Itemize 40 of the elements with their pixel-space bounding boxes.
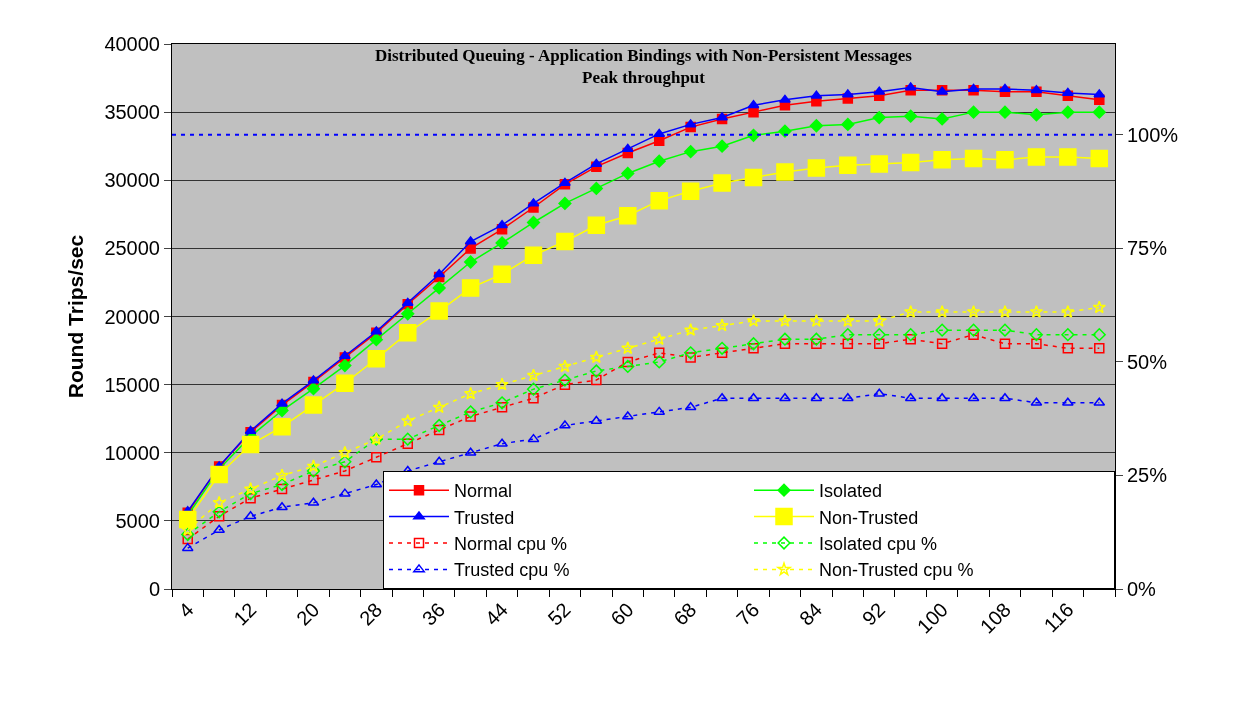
y2-tick-label: 25% bbox=[1127, 464, 1168, 487]
y-tick-label: 10000 bbox=[104, 441, 160, 464]
y-tick-label: 5000 bbox=[115, 509, 160, 532]
chart-title: Distributed Queuing - Application Bindings with Non-Persistent Messages bbox=[375, 46, 913, 65]
legend-label: Isolated cpu % bbox=[819, 534, 938, 555]
text: Peak throughput bbox=[582, 68, 706, 88]
y-tick-label: 30000 bbox=[104, 169, 160, 192]
legend-label: Isolated bbox=[819, 481, 883, 502]
x-tick-label: 108 bbox=[975, 598, 1015, 638]
x-tick-label: 36 bbox=[417, 598, 450, 630]
x-tick-label: 12 bbox=[229, 598, 261, 630]
y-tick-label: 35000 bbox=[104, 101, 160, 124]
x-tick-label: 28 bbox=[354, 598, 387, 630]
y2-tick-label: 0% bbox=[1127, 578, 1157, 600]
x-tick-label: 100 bbox=[912, 598, 953, 638]
x-tick-label: 4 bbox=[174, 598, 198, 622]
x-tick-label: 60 bbox=[606, 598, 638, 630]
x-tick-label: 92 bbox=[857, 598, 890, 630]
y2-tick-label: 50% bbox=[1127, 350, 1168, 373]
y-tick-label: 25000 bbox=[104, 237, 160, 260]
y-tick-label: 0 bbox=[148, 578, 160, 600]
legend-label: Non-Trusted bbox=[819, 507, 919, 528]
y-axis-title: Round Trips/sec bbox=[63, 234, 87, 399]
legend-label: Trusted bbox=[454, 507, 515, 528]
x-tick-label: 68 bbox=[669, 598, 701, 630]
x-tick-label: 76 bbox=[732, 598, 764, 630]
x-tick-label: 20 bbox=[292, 598, 324, 630]
y-tick-label: 20000 bbox=[104, 305, 160, 328]
x-tick-label: 116 bbox=[1039, 598, 1078, 637]
legend-label: Non-Trusted cpu % bbox=[819, 560, 974, 581]
legend-label: Normal bbox=[454, 481, 513, 502]
y2-tick-label: 75% bbox=[1127, 237, 1168, 260]
legend-label: Normal cpu % bbox=[454, 534, 568, 555]
y-tick-label: 40000 bbox=[104, 33, 160, 55]
y2-tick-label: 100% bbox=[1127, 123, 1179, 146]
legend-label: Trusted cpu % bbox=[454, 560, 570, 581]
x-tick-label: 52 bbox=[543, 598, 575, 630]
y-tick-label: 15000 bbox=[104, 373, 160, 396]
x-tick-label: 84 bbox=[794, 598, 827, 630]
x-tick-label: 44 bbox=[480, 598, 512, 630]
